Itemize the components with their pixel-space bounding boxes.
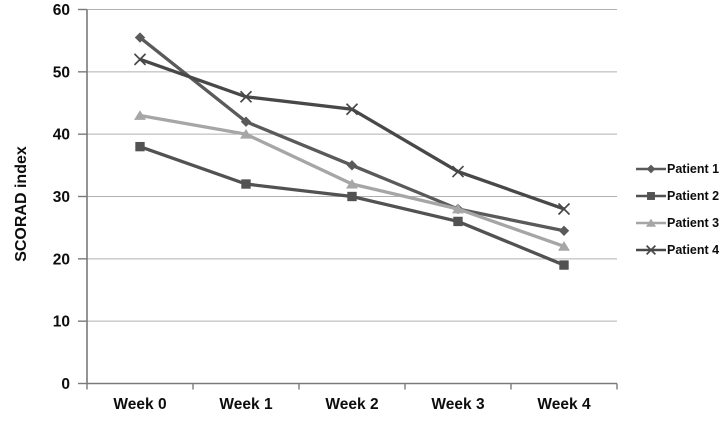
x-marker-icon <box>239 90 253 103</box>
legend-item-patient-3: Patient 3 <box>636 209 719 236</box>
y-tick-label-10: 10 <box>53 314 70 331</box>
square-marker-icon <box>453 216 463 227</box>
triangle-marker-icon <box>240 128 252 139</box>
legend-label-patient-3: Patient 3 <box>667 215 720 230</box>
legend-item-patient-2: Patient 2 <box>636 182 719 209</box>
x-marker-icon <box>345 103 359 116</box>
square-marker-icon <box>135 141 145 152</box>
legend: Patient 1 Patient 2 Patient 3 Patient 4 <box>636 155 719 263</box>
x-tick-label-3: Week 3 <box>431 396 485 413</box>
diamond-marker-icon <box>646 164 656 173</box>
diamond-marker-icon <box>240 116 252 127</box>
triangle-marker-icon <box>134 110 146 120</box>
x-tick-label-1: Week 1 <box>219 396 273 413</box>
legend-label-patient-4: Patient 4 <box>667 242 720 257</box>
diamond-marker-icon <box>636 164 666 173</box>
triangle-marker-icon <box>636 218 666 227</box>
y-tick-label-40: 40 <box>53 127 70 144</box>
x-tick-label-4: Week 4 <box>537 396 591 413</box>
y-tick-label-60: 60 <box>53 2 70 19</box>
legend-label-patient-2: Patient 2 <box>667 188 720 203</box>
x-tick-label-2: Week 2 <box>325 396 378 413</box>
x-marker-icon <box>451 165 465 178</box>
legend-item-patient-1: Patient 1 <box>636 155 719 182</box>
diamond-marker-icon <box>134 32 146 43</box>
square-marker-icon <box>241 179 251 189</box>
x-marker-icon <box>645 244 657 255</box>
square-marker-icon <box>636 191 666 200</box>
square-marker-icon <box>647 191 655 200</box>
x-marker-icon <box>636 244 666 255</box>
y-tick-label-30: 30 <box>53 189 70 206</box>
x-tick-label-0: Week 0 <box>113 396 166 413</box>
triangle-marker-icon <box>558 241 570 251</box>
triangle-marker-icon <box>346 178 358 189</box>
legend-label-patient-1: Patient 1 <box>667 161 720 176</box>
x-marker-icon <box>133 53 147 66</box>
square-marker-icon <box>559 260 569 270</box>
y-axis-title: SCORAD index <box>13 146 30 262</box>
y-tick-label-20: 20 <box>53 251 70 268</box>
legend-item-patient-4: Patient 4 <box>636 236 719 263</box>
y-tick-label-0: 0 <box>61 376 70 393</box>
square-marker-icon <box>347 191 357 202</box>
diamond-marker-icon <box>346 160 358 171</box>
y-tick-label-50: 50 <box>53 64 70 81</box>
diamond-marker-icon <box>558 225 570 236</box>
x-marker-icon <box>557 202 571 216</box>
triangle-marker-icon <box>452 203 464 214</box>
triangle-marker-icon <box>645 218 657 227</box>
